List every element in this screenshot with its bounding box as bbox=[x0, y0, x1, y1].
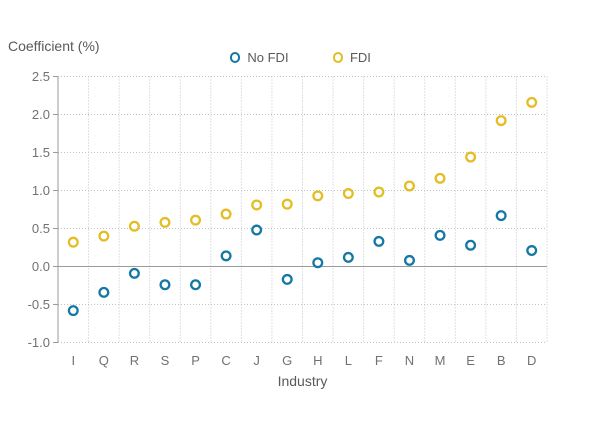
x-tick-label: E bbox=[466, 353, 475, 368]
data-point-fdi bbox=[403, 180, 415, 192]
legend-label-fdi: FDI bbox=[349, 50, 371, 65]
x-tick-label: H bbox=[313, 353, 323, 368]
data-point-fdi bbox=[281, 198, 293, 210]
data-point-no-fdi bbox=[465, 239, 477, 251]
y-tick-label: -0.5 bbox=[27, 296, 50, 312]
data-point-no-fdi bbox=[251, 224, 263, 236]
x-tick-label: G bbox=[282, 353, 293, 368]
data-point-no-fdi bbox=[159, 279, 171, 291]
data-point-no-fdi bbox=[98, 286, 110, 298]
data-point-fdi bbox=[373, 186, 385, 198]
legend: No FDI FDI bbox=[230, 50, 371, 65]
x-tick-label: Q bbox=[98, 353, 109, 368]
data-point-no-fdi bbox=[373, 235, 385, 247]
x-tick-label: D bbox=[527, 353, 537, 368]
data-point-fdi bbox=[190, 214, 202, 226]
x-tick-label: B bbox=[496, 353, 506, 368]
y-tick-label: 1.5 bbox=[31, 144, 50, 160]
data-point-no-fdi bbox=[403, 254, 415, 266]
x-axis-title: Industry bbox=[277, 373, 328, 389]
data-point-fdi bbox=[434, 172, 446, 184]
x-tick-label: R bbox=[129, 353, 140, 368]
x-tick-label: L bbox=[344, 353, 352, 368]
fdi-marker-icon bbox=[332, 52, 343, 63]
legend-item-no-fdi[interactable]: No FDI bbox=[230, 50, 289, 65]
data-point-fdi bbox=[251, 199, 263, 211]
x-tick-label: I bbox=[71, 353, 76, 368]
data-point-no-fdi bbox=[526, 245, 538, 257]
legend-label-no-fdi: No FDI bbox=[247, 50, 289, 65]
data-point-no-fdi bbox=[128, 267, 140, 279]
data-point-fdi bbox=[67, 236, 79, 248]
legend-item-fdi[interactable]: FDI bbox=[332, 50, 371, 65]
x-tick-label: M bbox=[434, 353, 446, 368]
data-point-fdi bbox=[159, 216, 171, 228]
data-point-fdi bbox=[495, 115, 507, 127]
x-tick-label: N bbox=[404, 353, 415, 368]
data-point-fdi bbox=[342, 188, 354, 200]
data-point-fdi bbox=[128, 220, 140, 232]
data-point-no-fdi bbox=[434, 229, 446, 241]
y-tick-label: 2.0 bbox=[31, 106, 50, 122]
y-tick-label: 2.5 bbox=[31, 68, 50, 84]
data-point-no-fdi bbox=[67, 305, 79, 317]
x-tick-label: S bbox=[160, 353, 170, 368]
data-point-no-fdi bbox=[495, 210, 507, 222]
y-axis-title: Coefficient (%) bbox=[8, 38, 100, 54]
x-tick-label: P bbox=[191, 353, 200, 368]
data-point-no-fdi bbox=[220, 250, 232, 262]
no-fdi-marker-icon bbox=[230, 52, 241, 63]
data-point-fdi bbox=[98, 230, 110, 242]
y-tick-label: -1.0 bbox=[27, 334, 50, 350]
y-tick-label: 0.0 bbox=[31, 258, 50, 274]
data-point-fdi bbox=[526, 96, 538, 108]
x-tick-label: C bbox=[221, 353, 231, 368]
data-point-fdi bbox=[220, 208, 232, 220]
y-tick-label: 0.5 bbox=[31, 220, 50, 236]
data-point-no-fdi bbox=[312, 257, 324, 269]
data-point-no-fdi bbox=[281, 273, 293, 285]
x-tick-label: J bbox=[253, 353, 260, 368]
data-point-fdi bbox=[312, 190, 324, 202]
data-point-no-fdi bbox=[190, 279, 202, 291]
y-tick-label: 1.0 bbox=[31, 182, 50, 198]
x-tick-label: F bbox=[374, 353, 383, 368]
data-point-no-fdi bbox=[342, 251, 354, 263]
data-point-fdi bbox=[465, 151, 477, 163]
